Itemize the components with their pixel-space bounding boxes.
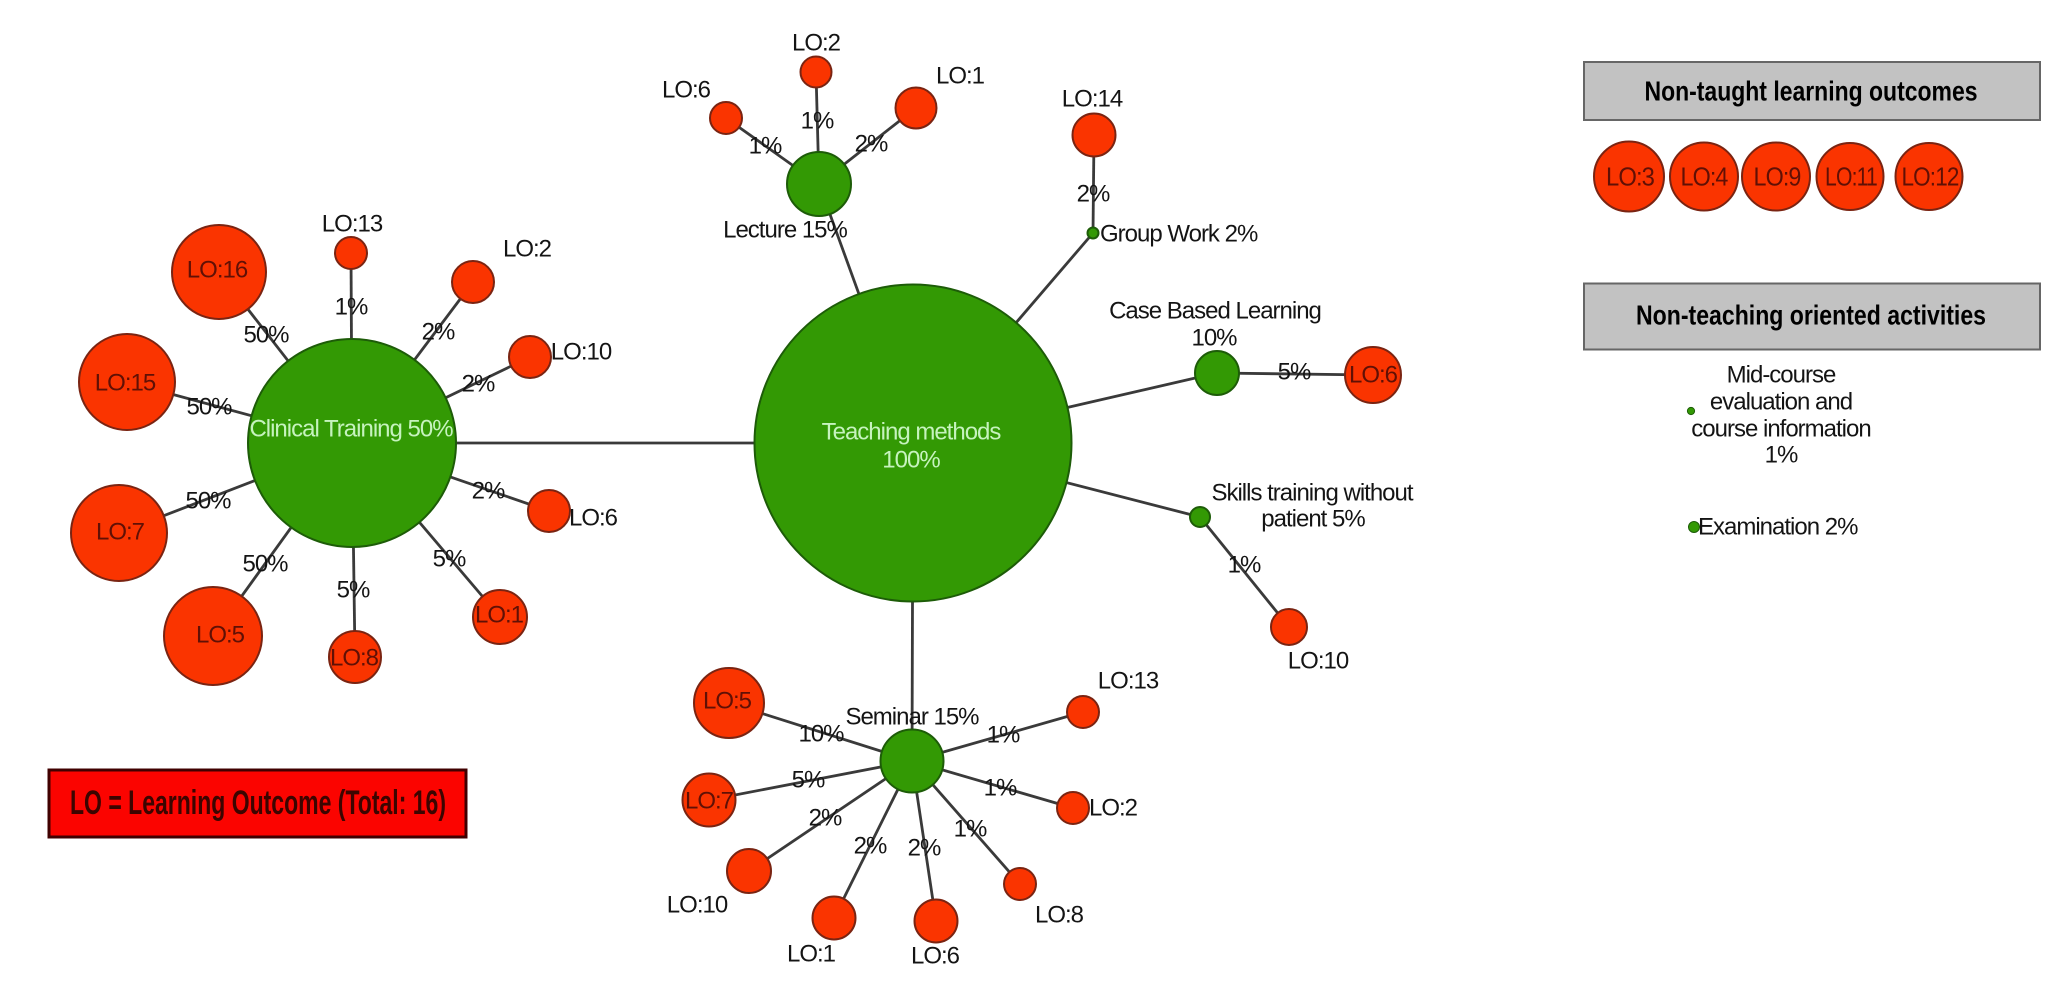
svg-text:2%: 2% (908, 835, 941, 862)
svg-text:LO:5: LO:5 (703, 688, 752, 715)
svg-text:2%: 2% (462, 371, 495, 398)
svg-text:50%: 50% (186, 394, 232, 421)
svg-text:100%: 100% (882, 447, 940, 474)
svg-text:50%: 50% (242, 551, 288, 578)
svg-text:LO:6: LO:6 (569, 505, 618, 532)
svg-text:Teaching methods: Teaching methods (822, 419, 1002, 446)
svg-text:LO:1: LO:1 (475, 602, 524, 629)
svg-text:LO:2: LO:2 (1089, 795, 1138, 822)
svg-text:LO:10: LO:10 (667, 892, 728, 919)
svg-text:LO:6: LO:6 (911, 943, 960, 970)
svg-text:Non-teaching oriented activiti: Non-teaching oriented activities (1636, 300, 1986, 331)
svg-text:1%: 1% (954, 816, 987, 843)
svg-text:patient 5%: patient 5% (1261, 506, 1365, 533)
svg-text:LO:8: LO:8 (330, 645, 379, 672)
svg-text:course information: course information (1691, 416, 1870, 443)
svg-text:2%: 2% (809, 805, 842, 832)
svg-text:LO:16: LO:16 (187, 257, 248, 284)
svg-text:1%: 1% (987, 722, 1020, 749)
svg-text:Clinical Training 50%: Clinical Training 50% (249, 416, 453, 443)
svg-text:LO:11: LO:11 (1825, 162, 1877, 192)
svg-text:LO:6: LO:6 (1349, 362, 1398, 389)
svg-text:Group Work 2%: Group Work 2% (1100, 221, 1258, 248)
svg-text:LO:7: LO:7 (96, 519, 145, 546)
svg-text:LO = Learning Outcome (Total:: LO = Learning Outcome (Total: 16) (70, 784, 446, 822)
svg-text:LO:9: LO:9 (1754, 162, 1801, 192)
svg-text:evaluation and: evaluation and (1710, 389, 1852, 416)
svg-text:LO:10: LO:10 (1288, 648, 1349, 675)
svg-text:Lecture 15%: Lecture 15% (723, 217, 847, 244)
svg-text:2%: 2% (1077, 181, 1110, 208)
svg-text:10%: 10% (1191, 325, 1237, 352)
svg-text:5%: 5% (792, 767, 825, 794)
svg-text:LO:14: LO:14 (1062, 86, 1123, 113)
svg-text:2%: 2% (422, 319, 455, 346)
svg-text:10%: 10% (798, 721, 844, 748)
svg-text:1%: 1% (1765, 442, 1798, 469)
svg-text:Non-taught learning outcomes: Non-taught learning outcomes (1645, 76, 1978, 107)
svg-text:LO:1: LO:1 (936, 63, 985, 90)
svg-text:Mid-course: Mid-course (1727, 362, 1836, 389)
svg-text:1%: 1% (801, 108, 834, 135)
svg-text:LO:15: LO:15 (95, 370, 156, 397)
svg-text:LO:6: LO:6 (662, 77, 711, 104)
svg-text:2%: 2% (854, 833, 887, 860)
svg-text:1%: 1% (984, 775, 1017, 802)
svg-text:5%: 5% (433, 546, 466, 573)
svg-text:LO:2: LO:2 (503, 236, 552, 263)
svg-text:50%: 50% (243, 322, 289, 349)
svg-text:50%: 50% (185, 488, 231, 515)
svg-text:LO:4: LO:4 (1681, 162, 1728, 192)
svg-text:LO:12: LO:12 (1902, 162, 1959, 192)
svg-text:Case Based Learning: Case Based Learning (1109, 298, 1321, 325)
svg-text:1%: 1% (335, 294, 368, 321)
svg-text:LO:5: LO:5 (196, 622, 245, 649)
svg-text:LO:2: LO:2 (792, 30, 841, 57)
svg-text:1%: 1% (749, 133, 782, 160)
svg-text:1%: 1% (1228, 552, 1261, 579)
svg-text:5%: 5% (1278, 359, 1311, 386)
svg-text:Seminar 15%: Seminar 15% (845, 704, 979, 731)
svg-text:LO:3: LO:3 (1606, 162, 1654, 192)
svg-text:2%: 2% (855, 131, 888, 158)
svg-text:LO:8: LO:8 (1035, 902, 1084, 929)
svg-text:2%: 2% (472, 478, 505, 505)
svg-text:LO:7: LO:7 (685, 788, 734, 815)
svg-text:5%: 5% (337, 577, 370, 604)
svg-text:LO:10: LO:10 (551, 339, 612, 366)
svg-text:LO:1: LO:1 (787, 941, 836, 968)
svg-text:Skills training without: Skills training without (1211, 480, 1413, 507)
svg-text:LO:13: LO:13 (1098, 668, 1159, 695)
svg-text:LO:13: LO:13 (322, 211, 383, 238)
svg-text:Examination 2%: Examination 2% (1698, 514, 1858, 541)
